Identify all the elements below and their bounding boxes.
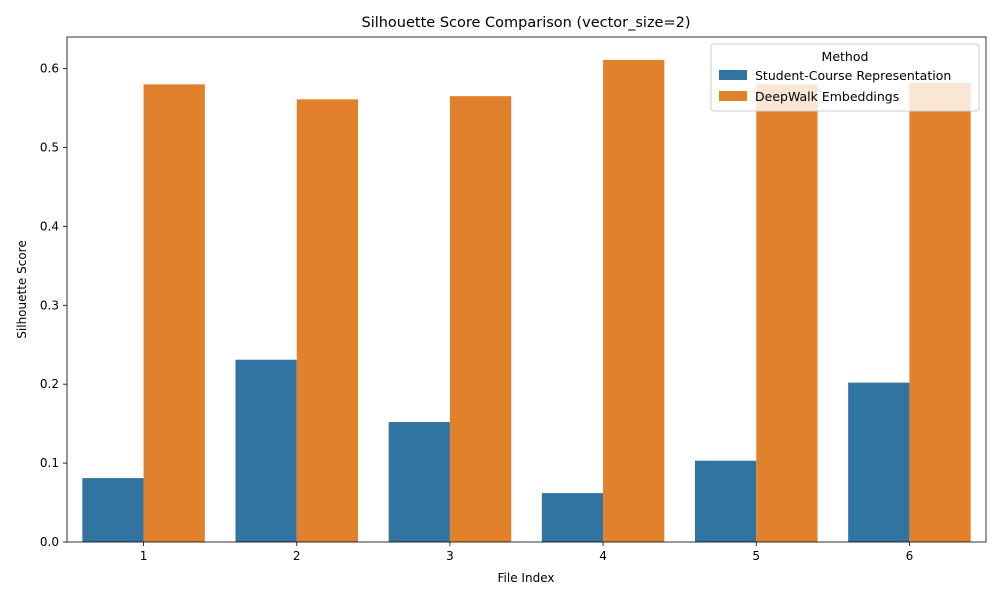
y-tick-label: 0.3 <box>40 298 59 312</box>
x-axis: 1 2 3 4 5 6 <box>140 542 913 563</box>
legend-label-deepwalk: DeepWalk Embeddings <box>755 89 899 104</box>
x-tick-label: 2 <box>293 549 301 563</box>
bar-series0-cat3 <box>388 422 450 542</box>
bar-series1-cat4 <box>603 59 665 542</box>
bar-series0-cat6 <box>848 382 910 542</box>
plot-frame <box>66 36 987 543</box>
x-tick-label: 6 <box>906 549 914 563</box>
bar-series1-cat3 <box>449 96 512 542</box>
legend-swatch-deepwalk <box>719 91 747 101</box>
legend-swatch-student-course <box>719 70 747 80</box>
legend-title: Method <box>822 49 869 64</box>
bar-series0-cat4 <box>541 493 604 542</box>
bar-series0-cat5 <box>694 460 757 542</box>
bars-group <box>82 59 971 542</box>
bar-series1-cat1 <box>143 84 205 542</box>
y-axis: 0.0 0.1 0.2 0.3 0.4 0.5 0.6 <box>40 62 67 549</box>
y-tick-label: 0.0 <box>40 535 59 549</box>
y-axis-label: Silhouette Score <box>15 240 29 338</box>
bar-series0-cat2 <box>235 359 297 542</box>
legend: Method Student-Course Representation Dee… <box>710 43 980 112</box>
legend-label-student-course: Student-Course Representation <box>755 68 951 83</box>
x-axis-label: File Index <box>498 571 555 585</box>
chart-title: Silhouette Score Comparison (vector_size… <box>361 15 690 31</box>
x-tick-label: 5 <box>752 549 760 563</box>
x-tick-label: 4 <box>599 549 607 563</box>
bar-series1-cat5 <box>756 84 818 542</box>
y-tick-label: 0.2 <box>40 377 59 391</box>
y-tick-label: 0.1 <box>40 456 59 470</box>
bar-series1-cat2 <box>296 99 359 542</box>
x-tick-label: 3 <box>446 549 454 563</box>
bar-series1-cat6 <box>909 82 971 542</box>
y-tick-label: 0.4 <box>40 219 59 233</box>
y-tick-label: 0.5 <box>40 140 59 154</box>
legend-frame <box>710 43 980 112</box>
y-tick-label: 0.6 <box>40 62 59 76</box>
bar-series0-cat1 <box>82 478 144 542</box>
x-tick-label: 1 <box>140 549 148 563</box>
